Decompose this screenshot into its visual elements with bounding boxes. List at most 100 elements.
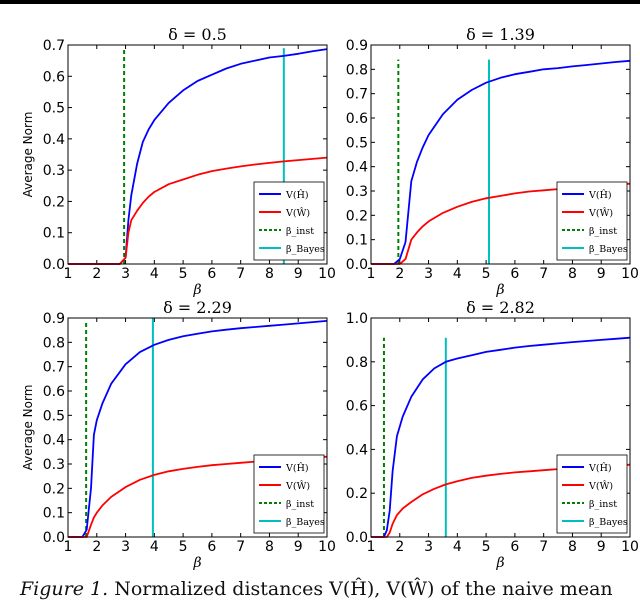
x-tick-label: 1 <box>64 539 73 555</box>
y-tick-label: 0.3 <box>346 184 368 200</box>
x-tick-label: 5 <box>179 539 188 555</box>
y-tick-label: 0.9 <box>43 311 65 327</box>
x-tick-label: 7 <box>236 266 245 282</box>
y-tick-label: 0.4 <box>346 442 368 458</box>
x-tick-label: 1 <box>367 539 376 555</box>
figure-caption: Figure 1. Normalized distances V(Ĥ), V(Ŵ… <box>20 578 640 600</box>
y-tick-label: 0.0 <box>43 530 65 546</box>
chart-title: δ = 2.29 <box>163 298 232 317</box>
plot-frame <box>67 44 328 265</box>
x-tick-label: 3 <box>121 266 130 282</box>
legend-label: β_inst <box>589 226 617 237</box>
y-tick-label: 0.1 <box>346 233 368 249</box>
x-tick-label: 10 <box>621 266 639 282</box>
legend-label: V(Ŵ) <box>588 480 613 492</box>
x-tick-label: 4 <box>453 266 462 282</box>
legend-label: V(Ĥ) <box>588 462 612 474</box>
x-tick-label: 6 <box>510 266 519 282</box>
x-tick-label: 6 <box>207 539 216 555</box>
chart-title: δ = 2.82 <box>466 298 535 317</box>
legend-label: V(Ĥ) <box>285 189 309 201</box>
figure-canvas: δ = 0.5 1 2 3 4 5 6 7 8 9 10 0.0 0.1 0.2 0.3 0.4 0.5 0.6 0… <box>21 25 639 571</box>
x-tick-label: 2 <box>92 266 101 282</box>
x-tick-label: 10 <box>318 539 336 555</box>
plot-frame <box>370 317 631 538</box>
y-tick-label: 1.0 <box>346 311 368 327</box>
x-tick-label: 6 <box>207 266 216 282</box>
chart-panel-4: δ = 2.82 1 2 3 4 5 6 7 8 9 10 0.0 0.2 0.4 0.6 0.8 1.0 β V(… <box>346 298 639 571</box>
plot-frame <box>370 44 631 265</box>
x-tick-label: 9 <box>294 266 303 282</box>
y-tick-label: 0.4 <box>43 132 65 148</box>
y-tick-label: 0.8 <box>346 62 368 78</box>
plot-frame <box>67 317 328 538</box>
y-tick-label: 0.9 <box>346 38 368 54</box>
chart-title: δ = 1.39 <box>466 25 535 44</box>
x-tick-label: 9 <box>294 539 303 555</box>
y-tick-label: 0.1 <box>43 506 65 522</box>
y-tick-label: 0.4 <box>43 433 65 449</box>
caption-text: Normalized distances V(Ĥ), V(Ŵ) of the n… <box>114 578 613 600</box>
y-tick-label: 0.3 <box>43 457 65 473</box>
x-axis-label: β <box>192 555 201 571</box>
x-axis-label: β <box>495 282 504 298</box>
y-tick-label: 0.5 <box>43 408 65 424</box>
y-tick-label: 0.6 <box>346 111 368 127</box>
x-tick-label: 2 <box>395 539 404 555</box>
x-axis-label: β <box>495 555 504 571</box>
legend-label: V(Ĥ) <box>588 189 612 201</box>
legend: V(Ĥ) V(Ŵ) β_inst β_Bayes <box>556 454 628 534</box>
y-tick-label: 0.7 <box>43 38 65 54</box>
x-tick-label: 8 <box>265 266 274 282</box>
y-tick-label: 0.0 <box>346 530 368 546</box>
legend: V(Ĥ) V(Ŵ) β_inst β_Bayes <box>556 181 628 261</box>
legend-label: β_inst <box>286 499 314 510</box>
legend-label: V(Ŵ) <box>588 207 613 219</box>
y-tick-label: 0.0 <box>346 257 368 273</box>
x-tick-label: 3 <box>424 539 433 555</box>
y-tick-label: 0.6 <box>43 69 65 85</box>
y-tick-label: 0.4 <box>346 160 368 176</box>
legend-label: β_inst <box>286 226 314 237</box>
chart-panel-3: δ = 2.29 1 2 3 4 5 6 7 8 9 10 0.0 0.1 0.2 0.3 0.4 0.5 0.6… <box>21 298 336 571</box>
y-axis-label: Average Norm <box>21 385 35 471</box>
x-tick-label: 4 <box>150 539 159 555</box>
y-tick-label: 0.2 <box>43 481 65 497</box>
legend-label: β_Bayes <box>589 517 628 528</box>
x-tick-label: 4 <box>150 266 159 282</box>
y-tick-label: 0.1 <box>43 226 65 242</box>
chart-panel-2: δ = 1.39 1 2 3 4 5 6 7 8 9 10 0.0 0.1 0.2 0.3 0.4 0.5 0.6… <box>346 25 639 298</box>
x-tick-label: 5 <box>482 539 491 555</box>
x-tick-label: 2 <box>395 266 404 282</box>
y-tick-label: 0.3 <box>43 163 65 179</box>
legend-label: β_Bayes <box>286 517 325 528</box>
legend-label: β_inst <box>589 499 617 510</box>
x-tick-label: 9 <box>597 266 606 282</box>
y-tick-label: 0.6 <box>346 399 368 415</box>
y-tick-label: 0.8 <box>43 335 65 351</box>
y-tick-label: 0.7 <box>346 87 368 103</box>
legend: V(Ĥ) V(Ŵ) β_inst β_Bayes <box>253 181 325 261</box>
legend-label: V(Ŵ) <box>285 207 310 219</box>
y-tick-label: 0.0 <box>43 257 65 273</box>
x-tick-label: 5 <box>179 266 188 282</box>
x-tick-label: 10 <box>621 539 639 555</box>
x-tick-label: 6 <box>510 539 519 555</box>
series-line-h <box>68 320 328 538</box>
x-tick-label: 10 <box>318 266 336 282</box>
x-tick-label: 7 <box>539 266 548 282</box>
legend: V(Ĥ) V(Ŵ) β_inst β_Bayes <box>253 454 325 534</box>
series-line-h <box>371 59 631 265</box>
x-tick-label: 1 <box>64 266 73 282</box>
chart-panel-1: δ = 0.5 1 2 3 4 5 6 7 8 9 10 0.0 0.1 0.2 0.3 0.4 0.5 0.6 0… <box>21 25 336 298</box>
x-tick-label: 8 <box>265 539 274 555</box>
legend-label: V(Ĥ) <box>285 462 309 474</box>
x-tick-label: 8 <box>568 266 577 282</box>
y-tick-label: 0.2 <box>346 486 368 502</box>
y-tick-label: 0.8 <box>346 355 368 371</box>
y-tick-label: 0.2 <box>43 194 65 210</box>
top-rule <box>0 0 640 4</box>
x-tick-label: 7 <box>236 539 245 555</box>
y-axis-label: Average Norm <box>21 112 35 198</box>
x-tick-label: 3 <box>121 539 130 555</box>
